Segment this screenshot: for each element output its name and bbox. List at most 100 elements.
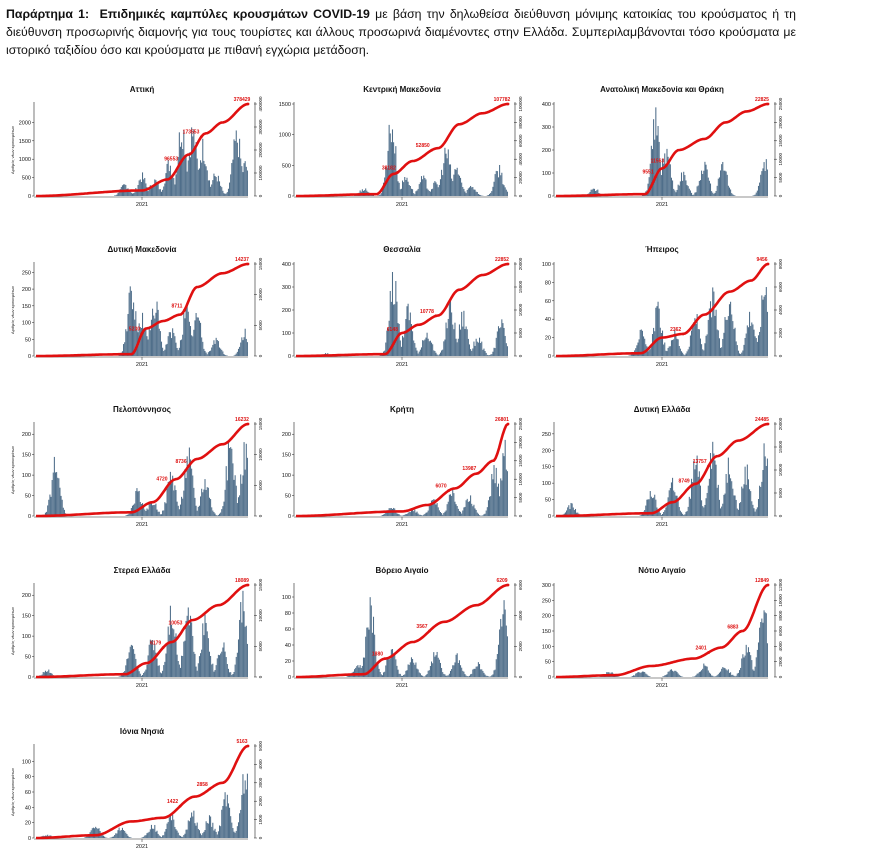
daily-bar	[233, 831, 235, 838]
daily-bar	[752, 504, 754, 516]
daily-bar	[145, 511, 147, 516]
daily-bar	[759, 182, 761, 196]
daily-bar	[188, 447, 190, 516]
daily-bar	[237, 157, 240, 196]
daily-bar	[186, 306, 188, 356]
daily-bar	[133, 302, 135, 356]
daily-bar	[356, 666, 358, 677]
daily-bar	[663, 511, 665, 516]
daily-bar	[664, 153, 666, 196]
daily-bar	[721, 506, 723, 516]
daily-bar	[227, 188, 229, 196]
daily-bar	[643, 671, 645, 677]
daily-bar	[42, 672, 44, 677]
daily-bar	[218, 825, 221, 838]
daily-bar	[143, 672, 145, 677]
daily-bar	[667, 671, 669, 677]
daily-bar	[711, 675, 713, 677]
daily-bar	[381, 190, 383, 196]
daily-bar	[407, 181, 409, 196]
daily-bar	[693, 460, 695, 516]
y-tick-label: 1000	[279, 133, 291, 139]
daily-bar	[144, 671, 146, 677]
figure-caption: Παράρτημα 1: Επιδημικές καμπύλες κρουσμά…	[6, 5, 796, 59]
daily-bar	[475, 191, 477, 196]
daily-bar	[676, 338, 678, 356]
daily-bar	[445, 322, 447, 356]
daily-bar	[443, 163, 445, 196]
right-axis-label: 20000	[778, 116, 783, 129]
daily-bar	[573, 510, 575, 516]
daily-bar	[709, 183, 712, 196]
cumulative-line	[296, 422, 509, 518]
y-tick-label: 50	[545, 660, 551, 666]
daily-bar	[393, 142, 395, 196]
daily-bar	[446, 158, 448, 196]
daily-bar	[736, 345, 738, 356]
daily-bar	[706, 492, 708, 516]
daily-bar	[409, 512, 411, 516]
daily-bar	[372, 616, 375, 677]
daily-bar	[569, 509, 571, 516]
daily-bar	[678, 674, 680, 677]
daily-bar	[153, 505, 155, 516]
y-tick-label: 0	[288, 194, 291, 200]
daily-bar	[194, 653, 196, 677]
daily-bar	[183, 641, 185, 677]
daily-bar	[474, 189, 476, 196]
daily-bar	[457, 174, 459, 196]
y-tick-label: 250	[22, 270, 31, 276]
daily-bar	[695, 675, 697, 677]
daily-bar	[436, 651, 438, 677]
daily-bar	[678, 345, 680, 356]
cumulative-label: 6179	[150, 641, 161, 647]
daily-bar	[127, 188, 129, 196]
daily-bar	[189, 157, 192, 196]
daily-bar	[656, 135, 658, 196]
daily-bar	[726, 174, 728, 196]
daily-bar	[696, 673, 698, 677]
daily-bar	[125, 832, 127, 838]
daily-bar	[636, 673, 638, 677]
right-axis-label: 300000	[258, 119, 263, 135]
daily-bar	[230, 174, 232, 196]
y-tick-label: 1500	[279, 102, 291, 108]
daily-bar	[179, 504, 181, 516]
daily-bar	[216, 340, 218, 356]
right-axis-label: 5000	[518, 327, 523, 338]
daily-bar	[177, 661, 179, 677]
daily-bar	[102, 835, 105, 838]
daily-bar	[493, 670, 495, 677]
y-tick-label: 80	[285, 611, 291, 617]
daily-bar	[217, 654, 219, 677]
daily-bar	[443, 673, 445, 677]
daily-bar	[197, 317, 199, 356]
daily-bar	[210, 655, 212, 677]
daily-bar	[206, 170, 208, 196]
daily-bar	[245, 789, 247, 838]
daily-bar	[730, 672, 732, 677]
daily-bar	[215, 831, 217, 838]
daily-bar	[665, 507, 667, 516]
y-tick-label: 100	[282, 595, 291, 601]
daily-bar	[194, 823, 196, 838]
x-tick-label: 2021	[396, 683, 408, 689]
daily-bar	[687, 186, 689, 196]
daily-bar	[714, 460, 716, 516]
daily-bar	[201, 488, 203, 516]
daily-bar	[726, 319, 728, 356]
daily-bar	[461, 311, 463, 356]
daily-bar	[214, 513, 216, 516]
daily-bar	[233, 672, 235, 677]
daily-bar	[395, 280, 397, 356]
daily-bar	[225, 657, 227, 677]
cumulative-label: 9551	[643, 170, 654, 176]
daily-bar	[127, 514, 129, 516]
y-tick-label: 200	[282, 432, 291, 438]
daily-bar	[210, 186, 212, 196]
daily-bar	[167, 626, 169, 677]
daily-bar	[674, 492, 676, 516]
daily-bar	[647, 351, 649, 356]
daily-bar	[709, 452, 712, 516]
daily-bar	[491, 354, 493, 356]
